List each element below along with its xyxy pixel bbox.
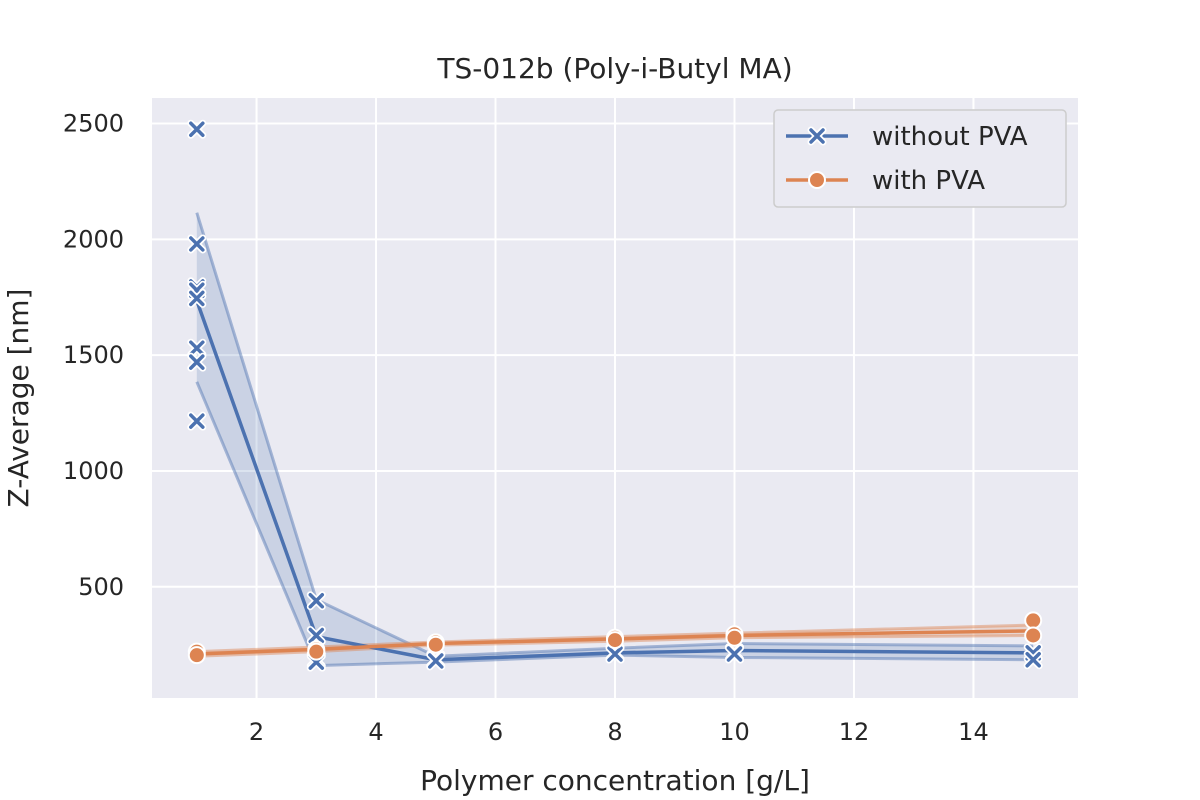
circle-marker xyxy=(187,646,206,665)
y-tick-label: 1000 xyxy=(63,457,124,485)
x-marker-stroke xyxy=(189,340,205,356)
x-marker-stroke xyxy=(308,627,325,644)
legend-label: with PVA xyxy=(872,166,985,196)
x-marker-stroke xyxy=(308,592,325,609)
x-marker xyxy=(187,411,207,431)
x-tick-label: 6 xyxy=(488,718,503,746)
x-marker-stroke xyxy=(1025,652,1041,668)
y-tick-labels: 500 1000 1500 2000 2500 xyxy=(63,109,124,600)
x-marker xyxy=(605,644,625,664)
y-tick-label: 2500 xyxy=(63,109,124,137)
x-marker xyxy=(187,352,207,372)
x-marker xyxy=(187,119,207,139)
x-marker-stroke xyxy=(189,290,205,307)
x-marker xyxy=(306,591,326,611)
x-tick-label: 14 xyxy=(958,718,989,746)
x-marker xyxy=(187,234,207,254)
x-marker-stroke xyxy=(189,413,205,429)
series-lines xyxy=(195,300,1034,662)
band-lower-edge xyxy=(196,633,1034,658)
series-line xyxy=(196,629,1034,656)
x-tick-label: 12 xyxy=(839,718,870,746)
x-marker-stroke xyxy=(428,653,444,669)
x-tick-label: 8 xyxy=(607,718,622,746)
x-marker-stroke xyxy=(189,354,205,370)
x-marker-stroke xyxy=(189,236,205,252)
circle-marker xyxy=(1024,611,1043,630)
x-marker xyxy=(426,651,446,671)
legend: without PVA with PVA xyxy=(773,109,1067,208)
x-tick-label: 2 xyxy=(249,718,264,746)
x-tick-label: 4 xyxy=(368,718,383,746)
x-marker-stroke xyxy=(809,128,825,144)
circle-marker xyxy=(725,628,744,647)
x-marker-stroke xyxy=(726,646,743,662)
x-marker xyxy=(807,126,827,146)
y-axis-label: Z-Average [nm] xyxy=(2,289,35,508)
x-marker xyxy=(724,644,744,664)
legend-entries: without PVA with PVA xyxy=(786,122,1028,196)
legend-entry: without PVA xyxy=(786,122,1028,152)
x-marker-stroke xyxy=(189,121,205,138)
x-marker xyxy=(1023,650,1043,670)
series-markers xyxy=(187,119,1043,672)
legend-label: without PVA xyxy=(872,122,1028,152)
chart-title: TS-012b (Poly-i-Butyl MA) xyxy=(436,52,792,85)
circle-marker xyxy=(808,171,826,189)
x-tick-labels: 2 4 6 8 10 12 14 xyxy=(249,718,989,746)
y-tick-label: 500 xyxy=(78,573,124,601)
circle-marker xyxy=(1024,626,1043,645)
x-marker xyxy=(306,625,326,645)
circle-marker xyxy=(606,631,624,650)
y-tick-label: 1500 xyxy=(63,341,124,369)
x-marker xyxy=(187,338,207,358)
x-tick-label: 10 xyxy=(719,718,750,746)
circle-marker xyxy=(307,642,326,661)
x-marker-stroke xyxy=(607,646,623,662)
x-axis-label: Polymer concentration [g/L] xyxy=(420,764,810,797)
circle-marker xyxy=(426,635,445,654)
legend-entry: with PVA xyxy=(786,166,985,196)
x-marker xyxy=(187,288,207,308)
band-upper-edge xyxy=(195,212,1034,658)
series-line xyxy=(195,300,1034,662)
band-lower-edge xyxy=(195,381,1034,668)
band-upper-edge xyxy=(196,623,1034,654)
y-tick-label: 2000 xyxy=(63,225,124,253)
